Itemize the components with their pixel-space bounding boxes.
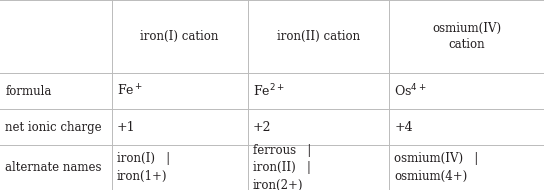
Text: iron(I) cation: iron(I) cation	[140, 30, 219, 43]
Text: +1: +1	[117, 121, 135, 134]
Text: Fe$^{2+}$: Fe$^{2+}$	[253, 83, 285, 100]
Text: iron(II) cation: iron(II) cation	[277, 30, 360, 43]
Text: net ionic charge: net ionic charge	[5, 121, 102, 134]
Text: osmium(IV)   |
osmium(4+): osmium(IV) | osmium(4+)	[394, 152, 479, 183]
Text: alternate names: alternate names	[5, 161, 102, 174]
Text: osmium(IV)
cation: osmium(IV) cation	[432, 22, 501, 51]
Text: Os$^{4+}$: Os$^{4+}$	[394, 83, 427, 100]
Text: +4: +4	[394, 121, 413, 134]
Text: formula: formula	[5, 85, 52, 98]
Text: ferrous   |
iron(II)   |
iron(2+): ferrous | iron(II) | iron(2+)	[253, 144, 311, 190]
Text: Fe$^+$: Fe$^+$	[117, 84, 143, 99]
Text: +2: +2	[253, 121, 271, 134]
Text: iron(I)   |
iron(1+): iron(I) | iron(1+)	[117, 152, 170, 183]
